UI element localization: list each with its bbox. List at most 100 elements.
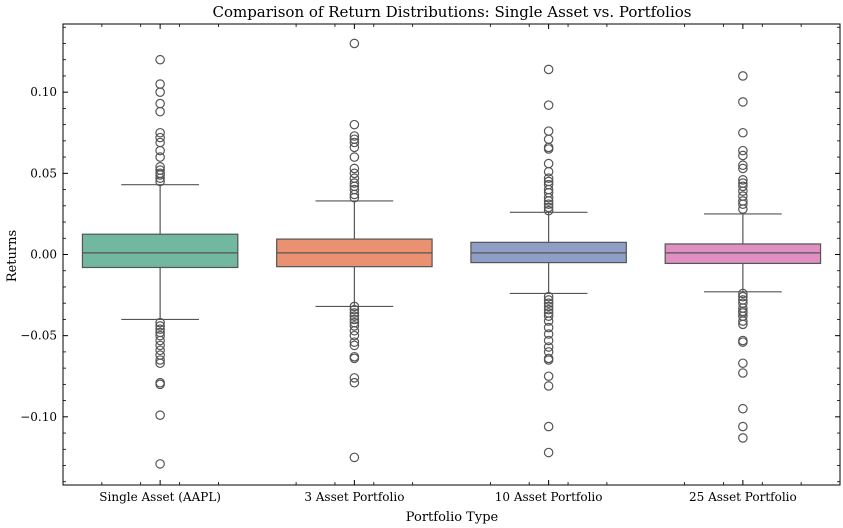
outlier-point — [738, 175, 748, 185]
outlier-point — [349, 321, 360, 331]
outlier-point — [155, 106, 165, 117]
outlier-point — [543, 381, 554, 391]
outlier-point — [543, 342, 554, 352]
boxes — [81, 38, 822, 469]
outlier-point — [349, 311, 360, 321]
outlier-point — [738, 150, 748, 161]
outlier-point — [543, 158, 554, 169]
outlier-point — [543, 199, 554, 209]
outlier-point — [543, 64, 554, 75]
outlier-point — [349, 168, 360, 179]
outlier-point — [738, 316, 748, 326]
outlier-point — [349, 152, 360, 162]
y-tick-label: 0.10 — [30, 85, 57, 99]
outlier-point — [738, 181, 748, 192]
outlier-point — [738, 291, 748, 302]
outlier-point — [349, 452, 360, 463]
outlier-point — [738, 199, 748, 209]
outlier-point — [155, 127, 165, 138]
outlier-point — [155, 176, 165, 187]
outlier-point — [543, 173, 554, 184]
outlier-point — [349, 131, 360, 141]
outlier-point — [543, 295, 554, 305]
box-group — [276, 38, 433, 463]
outlier-point — [155, 152, 165, 162]
outlier-point — [155, 335, 165, 346]
iqr-box — [81, 233, 239, 269]
outlier-point — [738, 97, 748, 107]
plot-area: 0.10 0.05 0.00 −0.05 −0.10 Single Asset (AAP… — [20, 23, 841, 504]
outlier-point — [349, 340, 360, 351]
outlier-point — [349, 173, 360, 184]
outlier-point — [543, 192, 554, 203]
outlier-point — [738, 368, 748, 378]
outlier-point — [155, 358, 165, 369]
outlier-point — [543, 196, 554, 206]
outlier-point — [738, 319, 748, 330]
outlier-point — [543, 134, 554, 145]
outlier-point — [349, 353, 360, 364]
outlier-point — [349, 377, 360, 388]
outlier-point — [543, 316, 554, 326]
outlier-point — [155, 173, 165, 184]
outlier-point — [738, 403, 748, 414]
outlier-point — [543, 329, 554, 339]
outlier-point — [349, 142, 360, 153]
x-axis: Single Asset (AAPL) 3 Asset Portfolio 10 A… — [99, 24, 802, 504]
outlier-point — [155, 321, 165, 331]
outlier-point — [349, 38, 360, 49]
outlier-point — [155, 137, 165, 148]
outlier-point — [543, 304, 554, 315]
outlier-point — [155, 330, 165, 341]
outlier-point — [155, 54, 165, 65]
box-group — [81, 54, 239, 469]
outlier-point — [155, 79, 165, 89]
outlier-point — [349, 137, 360, 148]
outlier-point — [349, 178, 360, 188]
x-tick-label: 10 Asset Portfolio — [495, 490, 603, 504]
outlier-point — [543, 100, 554, 110]
outlier-point — [543, 166, 554, 177]
outlier-point — [738, 127, 748, 138]
outlier-point — [349, 192, 360, 203]
y-tick-label: −0.05 — [20, 329, 57, 343]
outlier-point — [738, 337, 748, 347]
outlier-point — [155, 324, 165, 334]
outlier-point — [155, 317, 165, 328]
outlier-point — [543, 291, 554, 302]
outlier-point — [155, 87, 165, 97]
outlier-point — [155, 145, 165, 156]
chart-title: Comparison of Return Distributions: Sing… — [212, 3, 691, 21]
outlier-point — [738, 288, 748, 299]
x-tick-label: Single Asset (AAPL) — [99, 490, 221, 504]
outlier-point — [349, 325, 360, 336]
y-axis: 0.10 0.05 0.00 −0.05 −0.10 — [20, 26, 840, 483]
outlier-point — [543, 126, 554, 136]
outlier-point — [543, 335, 554, 346]
iqr-box — [664, 243, 822, 265]
outlier-point — [155, 340, 165, 351]
x-tick-label: 25 Asset Portfolio — [689, 490, 797, 504]
outlier-point — [543, 144, 554, 154]
outlier-point — [543, 355, 554, 365]
outlier-point — [155, 410, 165, 421]
box-group — [470, 64, 627, 458]
outlier-point — [543, 371, 554, 382]
outlier-point — [543, 202, 554, 213]
outlier-point — [155, 350, 165, 360]
outlier-point — [738, 433, 748, 443]
outlier-point — [543, 205, 554, 216]
outlier-point — [349, 308, 360, 318]
outlier-point — [543, 298, 554, 308]
y-axis-label: Returns — [5, 230, 20, 282]
y-tick-label: 0.05 — [30, 166, 57, 180]
outlier-point — [155, 132, 165, 143]
box-group — [664, 71, 822, 443]
outlier-point — [349, 337, 360, 347]
outlier-point — [543, 301, 554, 312]
outlier-point — [349, 304, 360, 315]
outlier-point — [349, 189, 360, 200]
outlier-point — [349, 301, 360, 312]
outlier-point — [155, 379, 165, 390]
